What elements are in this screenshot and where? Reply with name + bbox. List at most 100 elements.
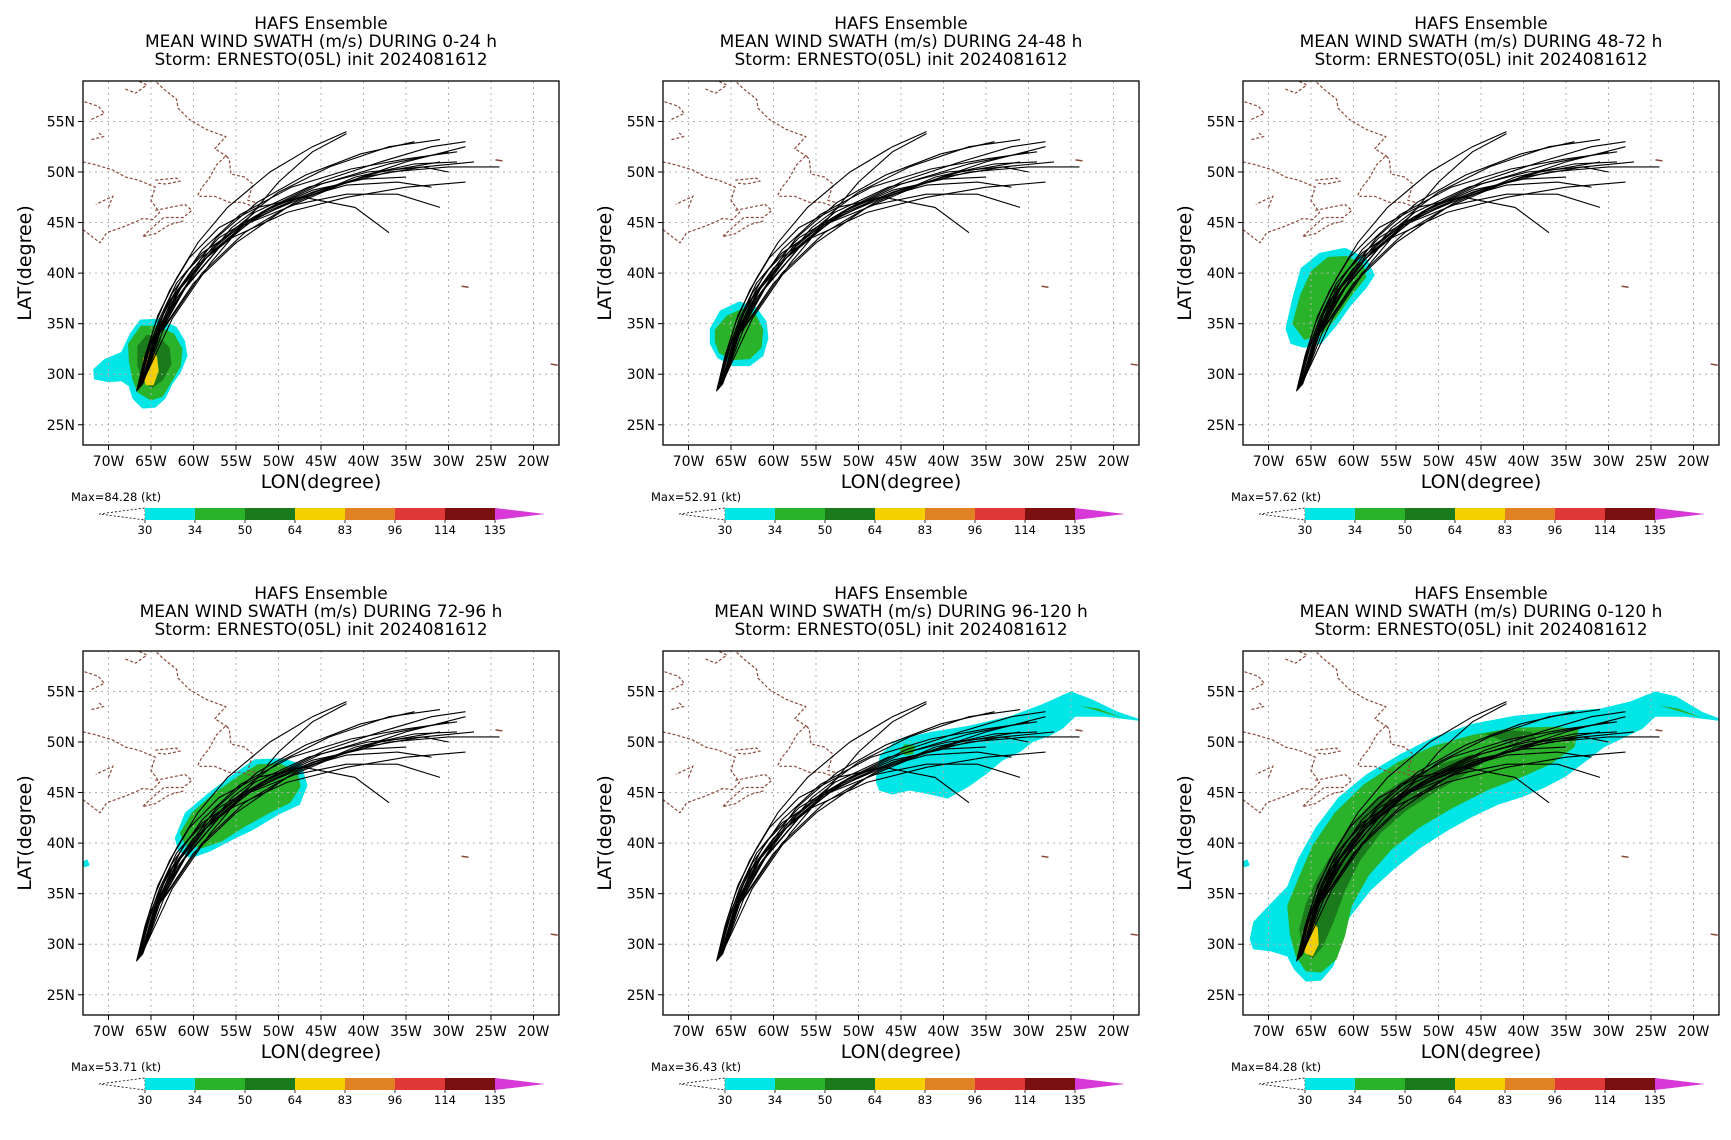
colorbar-segment-34 [1355, 1078, 1405, 1090]
y-tick-label: 25N [47, 418, 75, 434]
colorbar-level-label: 96 [1548, 523, 1563, 537]
x-tick-label: 55W [800, 1024, 832, 1040]
coastline-1 [720, 773, 773, 808]
ensemble-track-17 [1301, 141, 1575, 384]
max-wind-label: Max=53.71 (kt) [71, 1060, 161, 1074]
x-tick-label: 70W [93, 1024, 125, 1040]
panel-title-line-3: Storm: ERNESTO(05L) init 2024081612 [154, 50, 487, 70]
colorbar-level-label: 34 [188, 523, 203, 537]
y-tick-label: 55N [47, 684, 75, 700]
panel-title-line-2: MEAN WIND SWATH (m/s) DURING 48-72 h [1300, 32, 1663, 52]
max-wind-label: Max=84.28 (kt) [1231, 1060, 1321, 1074]
y-axis-label: LAT(degree) [1174, 775, 1196, 891]
island-mark-2 [550, 933, 558, 936]
colorbar-segment-64 [295, 508, 345, 520]
x-tick-label: 20W [518, 1024, 550, 1040]
x-tick-label: 40W [1508, 1024, 1540, 1040]
ensemble-track-18 [1297, 701, 1507, 960]
colorbar-level-label: 83 [338, 1093, 353, 1107]
coastline-0 [663, 161, 741, 244]
y-tick-label: 30N [627, 367, 655, 383]
colorbar-level-label: 96 [1548, 1093, 1563, 1107]
colorbar-level-label: 114 [434, 523, 456, 537]
y-tick-label: 45N [627, 216, 655, 232]
ensemble-track-2 [720, 151, 1029, 387]
y-axis-label: LAT(degree) [14, 775, 36, 891]
colorbar-under-triangle [1258, 507, 1306, 521]
colorbar-level-label: 114 [1594, 1093, 1616, 1107]
coastline-0 [83, 161, 161, 244]
x-tick-label: 35W [390, 454, 422, 470]
coastline-1 [140, 203, 193, 238]
island-mark-0 [1041, 855, 1049, 858]
x-tick-label: 55W [220, 1024, 252, 1040]
coastline-0 [663, 731, 741, 814]
map-area [663, 651, 1139, 1015]
wind-swath-34-5 [1659, 705, 1702, 718]
ensemble-track-15 [141, 736, 449, 956]
y-tick-label: 40N [1207, 266, 1235, 282]
colorbar-segment-64 [1455, 508, 1505, 520]
x-tick-label: 30W [433, 454, 465, 470]
y-tick-label: 30N [627, 937, 655, 953]
colorbar-level-label: 96 [968, 523, 983, 537]
x-tick-label: 40W [1508, 454, 1540, 470]
colorbar: Max=53.71 (kt) 30 34 50 64 83 96 114 135 [71, 1060, 545, 1107]
island-mark-0 [1621, 855, 1629, 858]
x-tick-label: 65W [135, 1024, 167, 1040]
coastline-2 [197, 724, 256, 778]
y-tick-label: 35N [1207, 317, 1235, 333]
y-tick-label: 30N [1207, 937, 1235, 953]
x-tick-label: 50W [843, 454, 875, 470]
panel-title-line-1: HAFS Ensemble [1414, 584, 1547, 604]
colorbar-level-label: 64 [288, 1093, 303, 1107]
map-area [83, 81, 559, 445]
colorbar: Max=84.28 (kt) 30 34 50 64 83 96 114 135 [1231, 1060, 1705, 1107]
island-mark-1 [1075, 729, 1083, 732]
y-tick-label: 25N [1207, 418, 1235, 434]
colorbar-level-label: 30 [718, 523, 733, 537]
colorbar-segment-64 [1455, 1078, 1505, 1090]
y-tick-label: 45N [47, 786, 75, 802]
colorbar-segment-64 [875, 508, 925, 520]
island-mark-1 [1655, 159, 1663, 162]
ensemble-track-17 [721, 141, 995, 384]
ensemble-track-12 [144, 133, 347, 378]
island-mark-2 [1710, 363, 1718, 366]
colorbar-segment-83 [345, 1078, 395, 1090]
y-tick-label: 50N [627, 735, 655, 751]
x-tick-label: 55W [220, 454, 252, 470]
x-tick-label: 65W [715, 1024, 747, 1040]
x-tick-label: 65W [715, 454, 747, 470]
ensemble-track-18 [717, 131, 927, 390]
ensemble-track-17 [141, 711, 415, 954]
x-tick-label: 45W [1465, 454, 1497, 470]
island-mark-1 [495, 159, 503, 162]
ensemble-track-18 [137, 131, 347, 390]
ensemble-track-15 [141, 166, 449, 386]
x-axis-label: LON(degree) [261, 471, 382, 493]
ensemble-track-10 [141, 141, 466, 385]
coastline-6 [1243, 670, 1266, 690]
ensemble-track-8 [1303, 731, 1618, 950]
coastline-1 [1300, 773, 1353, 808]
coastline-6 [663, 670, 686, 690]
coastline-3 [1314, 81, 1388, 158]
colorbar-over-triangle [495, 508, 545, 520]
coastline-4 [155, 747, 182, 755]
x-tick-label: 35W [1550, 1024, 1582, 1040]
ensemble-track-14 [1298, 151, 1618, 389]
ensemble-track-15 [721, 736, 1029, 956]
coastline-6 [83, 670, 106, 690]
coastline-2 [1357, 724, 1416, 778]
coastline-7 [705, 651, 728, 664]
coastline-4 [1315, 177, 1342, 185]
colorbar-segment-50 [1405, 508, 1455, 520]
colorbar-under-triangle [1258, 1077, 1306, 1091]
island-mark-1 [495, 729, 503, 732]
colorbar-segment-83 [925, 508, 975, 520]
ensemble-track-14 [138, 151, 458, 389]
colorbar-segment-114 [1605, 508, 1655, 520]
coastline-4 [1315, 747, 1342, 755]
